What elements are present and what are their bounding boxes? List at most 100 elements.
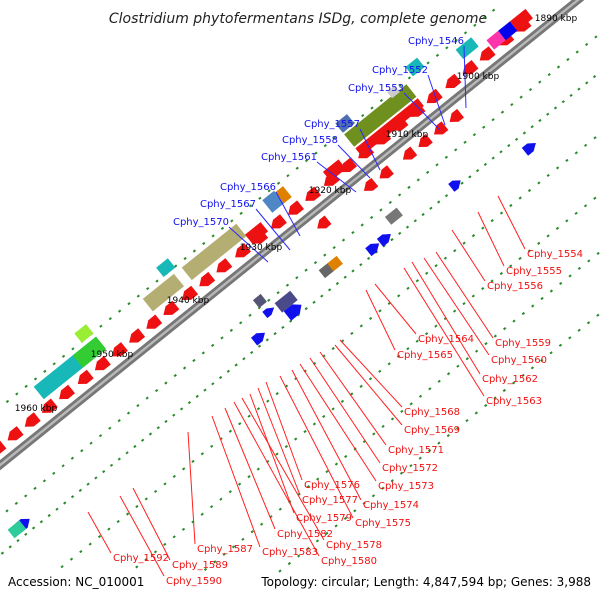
gene-label[interactable]: Cphy_1560 — [491, 355, 547, 366]
gene-label[interactable]: Cphy_1590 — [166, 576, 222, 587]
gene-label-leader — [497, 195, 526, 250]
gene-label[interactable]: Cphy_1569 — [404, 425, 460, 436]
outer-tick-dot — [390, 238, 394, 242]
reverse-gene-arrow — [479, 46, 496, 61]
gene-label-leader — [187, 431, 196, 545]
outer-tick-dot — [484, 342, 488, 346]
inner-tick-dot — [444, 155, 449, 159]
reverse-gene-arrow — [288, 200, 304, 215]
inner-tick-dot — [43, 369, 47, 373]
inner-tick-dot — [5, 399, 10, 404]
outer-tick-dot — [514, 137, 519, 141]
gene-label[interactable]: Cphy_1557 — [304, 119, 360, 130]
gene-label[interactable]: Cphy_1582 — [277, 529, 333, 540]
gene-label[interactable]: Cphy_1561 — [261, 152, 317, 163]
gene-label[interactable]: Cphy_1570 — [173, 217, 229, 228]
gene-label[interactable]: Cphy_1559 — [495, 338, 551, 349]
inner-tick-dot — [314, 151, 318, 155]
outer-tick-dot — [265, 338, 269, 342]
outer-tick-dot — [577, 328, 581, 332]
gene-label[interactable]: Cphy_1552 — [372, 65, 428, 76]
gene-label[interactable]: Cphy_1568 — [404, 407, 460, 418]
outer-tick-dot — [540, 358, 544, 362]
inner-tick-dot — [174, 264, 178, 268]
kbp-tick-label: 1930 kbp — [240, 243, 283, 253]
outer-tick-dot — [210, 444, 214, 448]
outer-tick-dot — [587, 259, 591, 263]
gene-label[interactable]: Cphy_1592 — [113, 553, 169, 564]
gene-label[interactable]: Cphy_1567 — [200, 199, 256, 210]
gene-label[interactable]: Cphy_1589 — [172, 560, 228, 571]
reverse-gene-arrow — [7, 426, 24, 441]
inner-tick-dot — [482, 16, 486, 20]
inner-tick-dot — [211, 234, 215, 238]
gene-label[interactable]: Cphy_1577 — [302, 495, 358, 506]
inner-tick-dot — [445, 46, 449, 50]
reverse-gene-arrow — [163, 300, 180, 315]
inner-tick-dot — [351, 230, 355, 235]
gene-label[interactable]: Cphy_1573 — [378, 481, 434, 492]
gene-label[interactable]: Cphy_1579 — [296, 513, 352, 524]
outer-tick-dot — [256, 467, 260, 471]
outer-tick-dot — [368, 377, 373, 381]
gene-label[interactable]: Cphy_1555 — [506, 266, 562, 277]
outer-tick-dot — [518, 196, 522, 200]
gene-label-leader — [309, 357, 381, 464]
gene-label[interactable]: Cphy_1566 — [220, 182, 276, 193]
outer-tick-dot — [574, 151, 578, 155]
outer-tick-dot — [351, 269, 355, 273]
outer-tick-dot — [88, 542, 92, 546]
gene-label-leader — [339, 339, 403, 408]
outer-tick-dot — [549, 351, 553, 355]
gene-label[interactable]: Cphy_1554 — [527, 249, 583, 260]
gene-label[interactable]: Cphy_1556 — [487, 281, 543, 292]
reverse-gene-arrow — [363, 177, 379, 191]
outer-tick-dot — [586, 321, 591, 325]
gene-label[interactable]: Cphy_1572 — [382, 463, 438, 474]
outer-tick-dot — [55, 507, 59, 511]
outer-tick-dot — [475, 169, 480, 173]
gene-label-leader — [249, 393, 295, 514]
tick-labels-layer: 1890 kbp 1900 kbp 1910 kbp 1920 kbp 1930 kbp… — [15, 14, 578, 414]
gene-label[interactable]: Cphy_1575 — [355, 518, 411, 529]
reverse-gene-arrow — [317, 215, 332, 229]
inner-tick-dot — [89, 441, 93, 445]
outer-tick-dot — [521, 311, 526, 316]
outer-tick-dot — [306, 546, 310, 551]
outer-tick-dot — [116, 519, 120, 524]
outer-tick-dot — [70, 495, 75, 499]
inner-tick-dot — [276, 291, 280, 295]
outer-tick-dot — [592, 75, 597, 79]
inner-tick-dot — [24, 494, 28, 498]
outer-tick-dot — [362, 501, 366, 505]
gene-label[interactable]: Cphy_1578 — [326, 540, 382, 551]
gene-label[interactable]: Cphy_1587 — [197, 544, 253, 555]
domain-block — [252, 293, 267, 308]
gene-label[interactable]: Cphy_1558 — [282, 135, 338, 146]
gene-label[interactable]: Cphy_1562 — [482, 374, 538, 385]
inner-tick-dot — [192, 358, 196, 363]
gene-label[interactable]: Cphy_1574 — [363, 500, 419, 511]
gene-label[interactable]: Cphy_1565 — [397, 350, 453, 361]
outer-tick-dot — [0, 551, 5, 555]
inner-tick-dot — [472, 133, 477, 137]
outer-tick-dot — [200, 512, 204, 516]
gene-label[interactable]: Cphy_1576 — [304, 480, 360, 491]
gene-label[interactable]: Cphy_1571 — [388, 445, 444, 456]
outer-tick-dot — [434, 324, 438, 328]
outer-tick-dot — [558, 343, 563, 347]
outer-tick-dot — [331, 346, 335, 351]
outer-tick-dot — [437, 200, 441, 204]
kbp-tick-label: 1920 kbp — [309, 186, 352, 196]
gene-label[interactable]: Cphy_1553 — [348, 83, 404, 94]
inner-tick-dot — [33, 486, 37, 490]
reverse-gene-arrow — [0, 440, 7, 454]
gene-label[interactable]: Cphy_1563 — [486, 396, 542, 407]
outer-tick-dot — [297, 554, 301, 558]
gene-label[interactable]: Cphy_1546 — [408, 36, 464, 47]
outer-tick-dot — [521, 373, 525, 377]
gene-label[interactable]: Cphy_1564 — [418, 334, 474, 345]
gene-label[interactable]: Cphy_1583 — [262, 547, 318, 558]
gene-label[interactable]: Cphy_1580 — [321, 556, 377, 567]
